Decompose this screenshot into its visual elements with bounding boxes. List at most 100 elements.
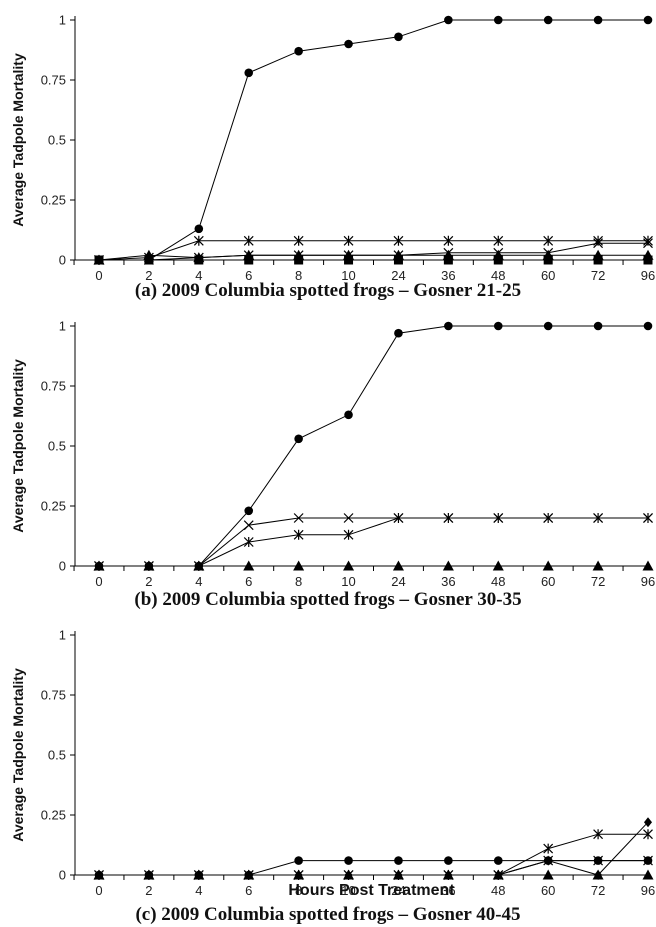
x-tick-label: 6 xyxy=(245,268,252,283)
data-point-circle xyxy=(493,321,503,331)
x-tick-label: 8 xyxy=(295,883,302,898)
series-asterisk xyxy=(94,829,653,880)
data-point-square xyxy=(94,255,104,265)
data-point-cross xyxy=(243,520,254,531)
series-circle xyxy=(94,15,653,265)
y-tick-label: 0.5 xyxy=(48,439,66,454)
x-tick-label: 48 xyxy=(491,574,505,589)
x-tick-label: 0 xyxy=(95,268,102,283)
data-point-asterisk xyxy=(243,537,254,547)
data-point-cross xyxy=(593,238,604,249)
x-tick-label: 2 xyxy=(145,883,152,898)
data-point-cross xyxy=(543,855,554,866)
data-point-cross xyxy=(343,513,354,523)
series-line xyxy=(99,325,648,567)
data-point-triangle xyxy=(293,560,305,571)
data-point-triangle xyxy=(392,560,404,571)
data-point-triangle xyxy=(592,560,604,571)
data-point-circle xyxy=(493,15,503,25)
y-tick-label: 0.25 xyxy=(41,193,66,208)
data-point-circle xyxy=(444,15,453,25)
data-point-triangle xyxy=(592,869,604,880)
series-line xyxy=(99,242,648,261)
data-point-triangle xyxy=(343,560,355,571)
x-tick-label: 36 xyxy=(441,268,455,283)
series-square xyxy=(94,255,653,265)
x-tick-label: 96 xyxy=(641,268,655,283)
x-tick-label: 4 xyxy=(195,883,202,898)
data-point-triangle xyxy=(193,869,205,880)
data-point-square xyxy=(443,255,453,265)
y-tick-label: 1 xyxy=(59,628,66,643)
data-point-circle xyxy=(444,321,453,331)
data-point-circle xyxy=(394,856,403,865)
y-tick-label: 0 xyxy=(59,559,66,574)
data-point-circle xyxy=(294,856,303,865)
y-tick-label: 1 xyxy=(59,13,66,28)
data-point-asterisk xyxy=(443,235,454,246)
data-point-circle xyxy=(294,434,303,444)
data-point-circle xyxy=(593,15,603,25)
x-tick-label: 48 xyxy=(491,268,505,283)
data-point-circle xyxy=(344,410,353,420)
data-point-circle xyxy=(344,39,353,49)
y-tick-label: 0.75 xyxy=(41,73,66,88)
series-line xyxy=(99,833,648,876)
y-tick-label: 0.25 xyxy=(41,808,66,823)
data-point-square xyxy=(643,255,653,265)
data-point-triangle xyxy=(93,560,105,571)
data-point-triangle xyxy=(243,560,255,571)
data-point-triangle xyxy=(143,869,155,880)
x-tick-label: 4 xyxy=(195,268,202,283)
data-point-triangle xyxy=(193,560,205,571)
y-tick-label: 1 xyxy=(59,319,66,334)
y-tick-label: 0.75 xyxy=(41,688,66,703)
panel-caption: (c) 2009 Columbia spotted frogs – Gosner… xyxy=(135,904,520,925)
data-point-triangle xyxy=(293,869,305,880)
data-point-triangle xyxy=(492,869,504,880)
x-tick-label: 72 xyxy=(591,574,605,589)
x-tick-label: 2 xyxy=(145,574,152,589)
y-tick-label: 0.75 xyxy=(41,379,66,394)
data-point-asterisk xyxy=(543,235,554,246)
data-point-asterisk xyxy=(193,235,204,246)
data-point-asterisk xyxy=(393,513,404,523)
series-asterisk xyxy=(94,513,653,571)
data-point-asterisk xyxy=(343,529,354,540)
data-point-circle xyxy=(394,32,403,42)
data-point-triangle xyxy=(442,560,454,571)
data-point-asterisk xyxy=(543,843,554,854)
data-point-asterisk xyxy=(593,829,604,840)
x-tick-label: 60 xyxy=(541,574,555,589)
data-point-triangle xyxy=(143,560,155,571)
y-tick-label: 0.25 xyxy=(41,499,66,514)
y-tick-label: 0.5 xyxy=(48,748,66,763)
data-point-triangle xyxy=(492,560,504,571)
data-point-circle xyxy=(593,321,603,331)
data-point-square xyxy=(593,255,603,265)
data-point-circle xyxy=(194,224,204,234)
y-tick-label: 0 xyxy=(59,868,66,883)
data-point-circle xyxy=(543,321,553,331)
x-tick-label: 0 xyxy=(95,883,102,898)
data-point-triangle xyxy=(642,560,654,571)
data-point-circle xyxy=(543,15,553,25)
series-cross xyxy=(94,513,653,571)
panel-caption: (a) 2009 Columbia spotted frogs – Gosner… xyxy=(135,280,521,301)
series-line xyxy=(99,821,649,876)
x-tick-label: 6 xyxy=(245,574,252,589)
data-point-asterisk xyxy=(643,513,653,523)
x-tick-label: 96 xyxy=(641,883,655,898)
y-axis-title: Average Tadpole Mortality xyxy=(10,359,26,533)
data-point-circle xyxy=(294,46,303,56)
data-point-circle xyxy=(444,856,453,865)
series-diamond xyxy=(95,817,652,880)
data-point-square xyxy=(344,255,354,265)
y-tick-label: 0 xyxy=(59,253,66,268)
data-point-circle xyxy=(344,856,353,865)
data-point-asterisk xyxy=(493,235,504,246)
x-tick-label: 24 xyxy=(391,268,405,283)
data-point-diamond xyxy=(644,817,652,828)
data-point-asterisk xyxy=(393,235,404,246)
